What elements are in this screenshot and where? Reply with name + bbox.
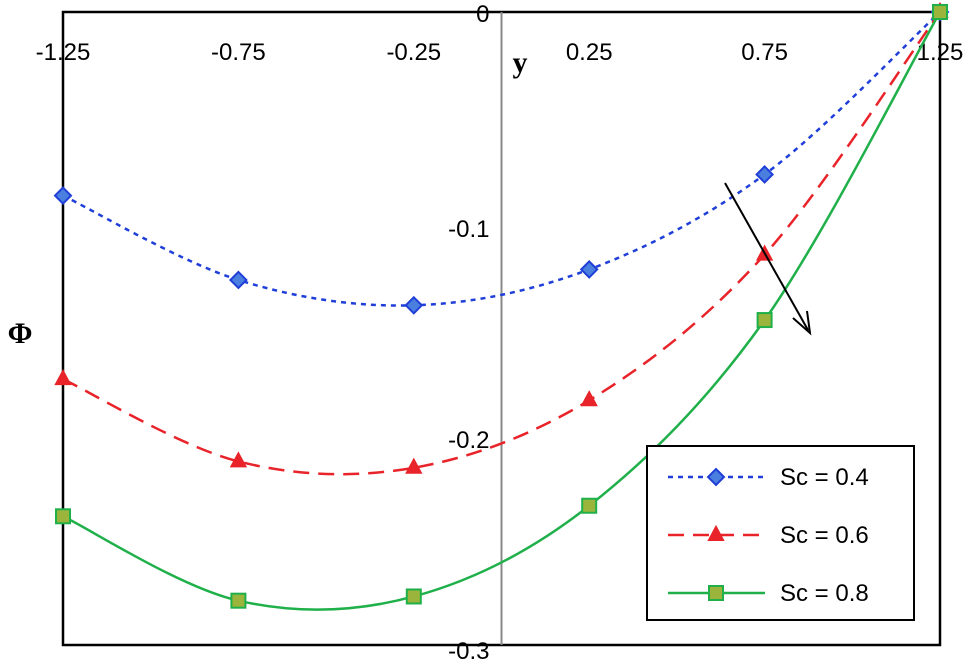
series-line [62, 11, 941, 307]
series-layer [53, 1, 950, 611]
increasing-sc-arrow [724, 182, 812, 336]
x-tick-label: 1.25 [917, 39, 964, 66]
x-tick-labels: -1.25 -0.75 -0.25 0.25 0.75 1.25 [36, 39, 964, 66]
data-point [581, 497, 598, 514]
data-point [580, 390, 598, 407]
data-point [229, 451, 248, 468]
legend-entry: Sc = 0.4 [668, 464, 869, 491]
legend-label: Sc = 0.8 [780, 580, 869, 607]
data-point [405, 588, 422, 605]
x-axis-label: y [513, 46, 528, 79]
legend-box [646, 445, 915, 621]
x-tick-label: -0.75 [211, 39, 266, 66]
legend-label: Sc = 0.4 [780, 464, 869, 491]
data-point [755, 165, 775, 184]
y-axis-label: Φ [8, 317, 33, 350]
y-tick-labels: 0 -0.1 -0.2 -0.3 [448, 1, 489, 660]
legend-entry: Sc = 0.6 [668, 522, 869, 549]
data-point [404, 295, 424, 315]
y-tick-label: -0.2 [448, 427, 489, 454]
x-tick-label: 0.75 [741, 39, 788, 66]
data-point [230, 592, 247, 609]
y-tick-label: -0.1 [448, 216, 489, 243]
data-point [932, 4, 948, 20]
data-point [405, 457, 423, 474]
x-tick-label: -0.25 [386, 39, 441, 66]
x-tick-label: -1.25 [36, 39, 91, 66]
legend-label: Sc = 0.6 [780, 522, 869, 549]
x-tick-label: 0.25 [566, 39, 613, 66]
data-point [579, 260, 599, 279]
data-point [228, 270, 248, 290]
data-point [756, 312, 773, 329]
series-line [62, 11, 942, 476]
series-line [62, 11, 942, 611]
legend-marker [706, 467, 726, 487]
series-3 [55, 4, 948, 611]
data-point [53, 186, 73, 205]
data-point [54, 369, 72, 386]
y-tick-label: -0.3 [448, 638, 489, 660]
data-point [55, 508, 71, 525]
legend: Sc = 0.4 Sc = 0.6 Sc = 0.8 [646, 445, 915, 621]
y-tick-label: 0 [476, 1, 489, 28]
legend-entry: Sc = 0.8 [668, 580, 869, 607]
legend-marker [707, 524, 725, 541]
legend-marker [708, 585, 724, 601]
